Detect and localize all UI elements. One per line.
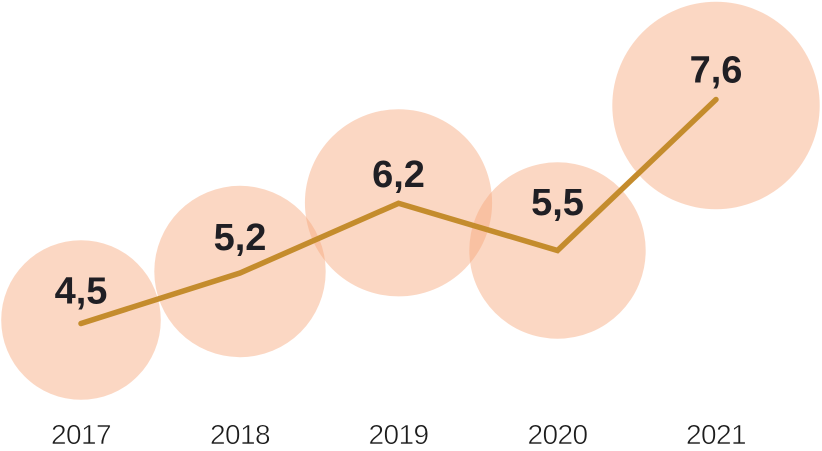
value-label-2019: 6,2 xyxy=(372,154,425,196)
x-tick-label-2018: 2018 xyxy=(210,419,270,450)
x-tick-label-2020: 2020 xyxy=(528,419,588,450)
value-label-group: 4,5 5,2 6,2 5,5 7,6 xyxy=(55,50,743,313)
x-tick-label-2019: 2019 xyxy=(369,419,429,450)
value-label-2021: 7,6 xyxy=(690,50,743,92)
value-label-2018: 5,2 xyxy=(214,217,267,259)
x-tick-label-2017: 2017 xyxy=(51,419,111,450)
x-axis-tick-group: 2017 2018 2019 2020 2021 xyxy=(51,419,747,451)
bubble-2021 xyxy=(612,1,820,210)
x-tick-label-2021: 2021 xyxy=(686,419,746,450)
trend-line xyxy=(78,96,719,327)
value-label-2020: 5,5 xyxy=(531,182,584,224)
bubble-2017 xyxy=(1,240,161,400)
value-label-2017: 4,5 xyxy=(55,271,108,313)
